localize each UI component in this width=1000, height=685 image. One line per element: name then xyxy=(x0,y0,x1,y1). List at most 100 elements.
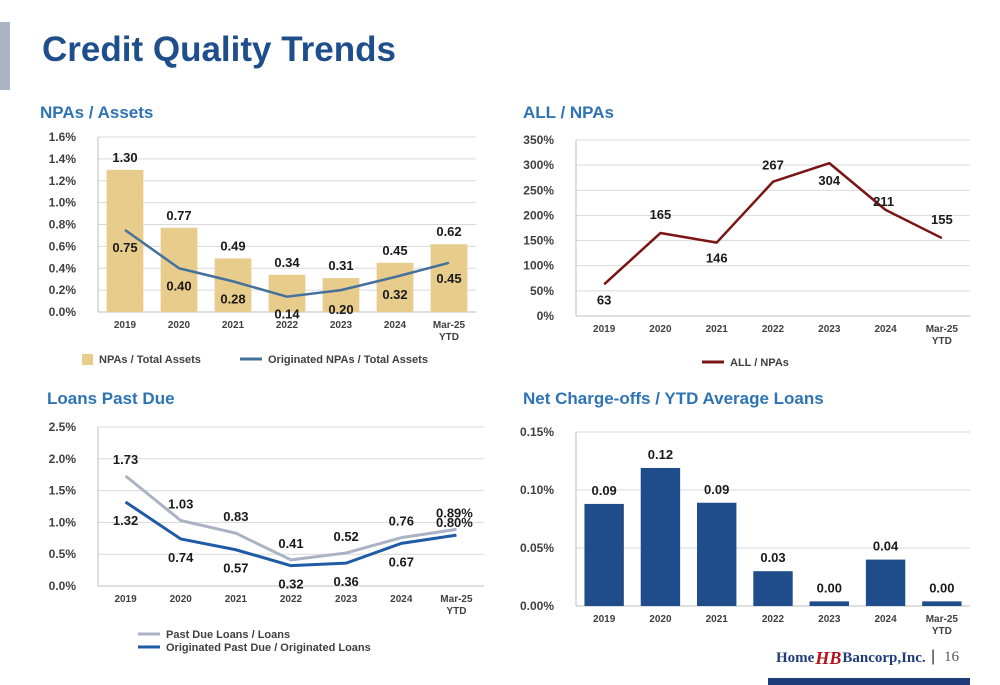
legend-past-due-text: Past Due Loans / Loans xyxy=(166,629,290,641)
npa-bar-label: 0.45 xyxy=(382,243,407,258)
npa-bar-label: 0.49 xyxy=(220,238,245,253)
logo-home-text: Home xyxy=(776,650,815,666)
y-tick-label: 0% xyxy=(537,309,555,323)
y-tick-label: 350% xyxy=(523,133,554,147)
net-chargeoff-label: 0.00 xyxy=(817,580,842,595)
y-tick-label: 0.8% xyxy=(49,218,77,232)
past-due-label: 0.89% xyxy=(436,505,473,520)
y-tick-label: 300% xyxy=(523,158,554,172)
y-tick-label: 2.0% xyxy=(49,452,77,466)
y-tick-label: 1.6% xyxy=(49,130,77,144)
past-due-label: 0.41 xyxy=(278,536,303,551)
legend-npa-text: NPAs / Total Assets xyxy=(99,354,201,366)
net-chargeoff-bar xyxy=(640,467,681,606)
accent-bar xyxy=(0,22,10,90)
originated-past-due-label: 0.32 xyxy=(278,577,303,592)
loans-past-due-title: Loans Past Due xyxy=(47,389,175,408)
all-npas-label: 63 xyxy=(597,292,611,307)
past-due-label: 1.73 xyxy=(113,452,138,467)
x-tick-label: 2022 xyxy=(280,594,303,605)
y-tick-label: 150% xyxy=(523,234,554,248)
all-npas-label: 146 xyxy=(706,251,728,266)
x-tick-label: 2019 xyxy=(593,324,616,335)
npa-bar-label: 0.62 xyxy=(436,224,461,239)
logo-hb-mark: HB xyxy=(815,648,842,668)
x-tick-label: YTD xyxy=(932,336,952,347)
x-tick-label: 2023 xyxy=(818,324,841,335)
x-tick-label: YTD xyxy=(439,332,459,343)
x-tick-label: 2020 xyxy=(168,320,191,331)
npa-bar xyxy=(376,262,414,312)
x-tick-label: YTD xyxy=(446,606,466,617)
y-tick-label: 1.5% xyxy=(49,484,77,498)
y-tick-label: 100% xyxy=(523,259,554,273)
legend-originated-past-due-text: Originated Past Due / Originated Loans xyxy=(166,642,371,654)
all-npas-label: 155 xyxy=(931,212,953,227)
y-tick-label: 0.4% xyxy=(49,261,77,275)
originated-past-due-line xyxy=(124,500,457,568)
x-tick-label: 2024 xyxy=(384,320,407,331)
x-tick-label: 2020 xyxy=(170,594,193,605)
originated-npa-label: 0.14 xyxy=(274,307,300,322)
x-tick-label: 2021 xyxy=(222,320,245,331)
npa-bar-label: 0.77 xyxy=(166,208,191,223)
past-due-label: 0.76 xyxy=(389,514,414,529)
npa-bar xyxy=(322,278,360,312)
originated-npa-label: 0.32 xyxy=(382,287,407,302)
y-tick-label: 1.0% xyxy=(49,515,77,529)
page-title: Credit Quality Trends xyxy=(42,30,396,69)
y-tick-label: 0.05% xyxy=(520,541,554,555)
x-tick-label: 2022 xyxy=(762,614,785,625)
past-due-label: 0.52 xyxy=(333,529,358,544)
originated-past-due-label: 0.80% xyxy=(436,515,473,530)
net-chargeoff-label: 0.00 xyxy=(929,580,954,595)
past-due-label: 0.83 xyxy=(223,509,248,524)
y-tick-label: 2.5% xyxy=(49,420,77,434)
x-tick-label: 2022 xyxy=(276,320,299,331)
footer-divider: | xyxy=(931,648,936,665)
net-chargeoff-label: 0.09 xyxy=(591,483,616,498)
x-tick-label: 2021 xyxy=(706,614,729,625)
net-chargeoff-label: 0.09 xyxy=(704,482,729,497)
net-chargeoffs-title: Net Charge-offs / YTD Average Loans xyxy=(523,389,824,408)
y-tick-label: 1.2% xyxy=(49,174,77,188)
net-chargeoff-label: 0.03 xyxy=(760,550,785,565)
npa-bar xyxy=(430,244,468,312)
x-tick-label: 2023 xyxy=(330,320,353,331)
x-tick-label: 2021 xyxy=(706,324,729,335)
legend-npa-swatch xyxy=(82,354,93,365)
x-tick-label: Mar-25 xyxy=(926,324,959,335)
net-chargeoff-bar xyxy=(697,502,737,606)
originated-npa-label: 0.40 xyxy=(166,278,191,293)
y-tick-label: 50% xyxy=(530,284,554,298)
originated-past-due-label: 0.57 xyxy=(223,561,248,576)
y-tick-label: 1.4% xyxy=(49,152,77,166)
net-chargeoff-bar xyxy=(809,601,849,606)
y-tick-label: 200% xyxy=(523,208,554,222)
y-tick-label: 0.0% xyxy=(49,579,77,593)
x-tick-label: Mar-25 xyxy=(440,594,473,605)
y-tick-label: 0.15% xyxy=(520,425,554,439)
legend-originated-npa-text: Originated NPAs / Total Assets xyxy=(268,354,428,366)
logo-bancorp-text: Bancorp,Inc. xyxy=(842,650,926,666)
y-tick-label: 0.10% xyxy=(520,483,554,497)
x-tick-label: 2019 xyxy=(593,614,616,625)
npas-assets-title: NPAs / Assets xyxy=(40,103,154,122)
npa-bar xyxy=(106,169,144,312)
x-tick-label: 2022 xyxy=(762,324,785,335)
net-chargeoff-label: 0.12 xyxy=(648,447,673,462)
all-npas-label: 165 xyxy=(650,207,672,222)
all-npas-label: 267 xyxy=(762,158,784,173)
x-tick-label: Mar-25 xyxy=(926,614,959,625)
x-tick-label: 2023 xyxy=(335,594,358,605)
y-tick-label: 250% xyxy=(523,183,554,197)
x-tick-label: 2023 xyxy=(818,614,841,625)
x-tick-label: Mar-25 xyxy=(433,320,466,331)
footer-bar xyxy=(768,678,970,685)
all-npas-title: ALL / NPAs xyxy=(523,103,614,122)
x-tick-label: 2019 xyxy=(114,320,137,331)
y-tick-label: 1.0% xyxy=(49,196,77,210)
y-tick-label: 0.5% xyxy=(49,547,77,561)
npa-bar-label: 1.30 xyxy=(112,150,137,165)
